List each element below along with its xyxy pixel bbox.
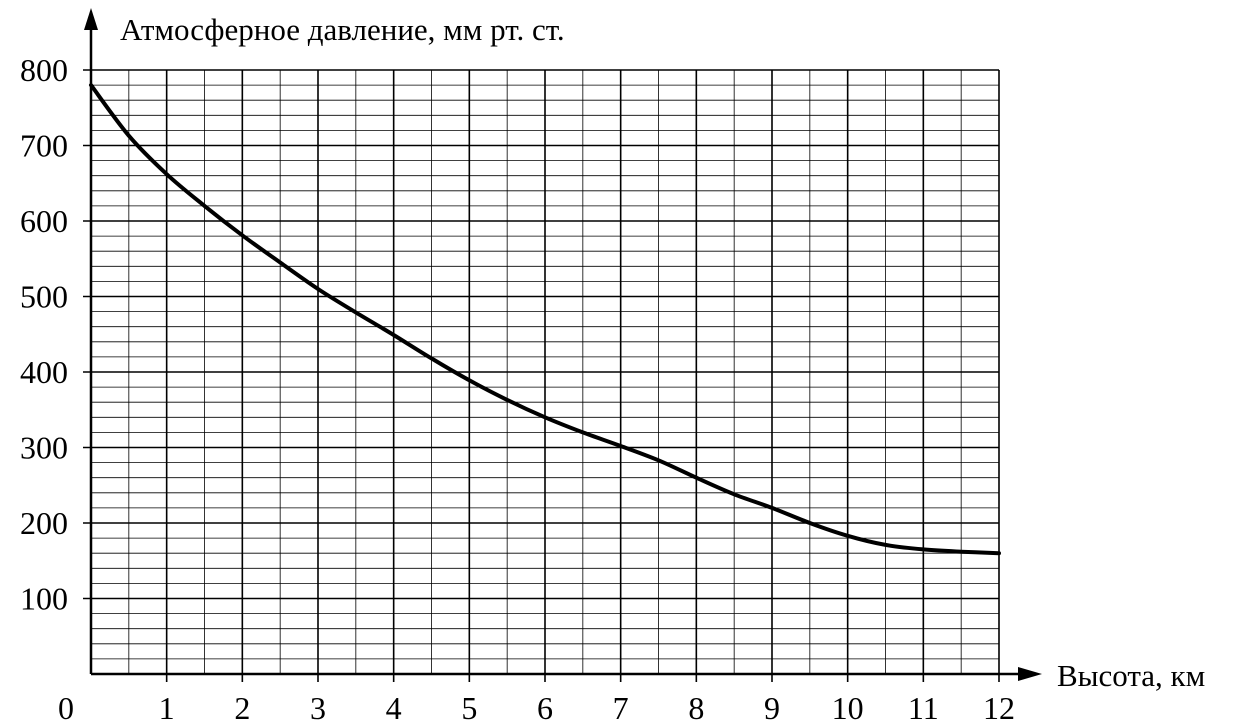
major-grid xyxy=(83,69,1000,682)
y-tick-label: 500 xyxy=(20,279,68,315)
x-tick-label: 1 xyxy=(159,690,175,726)
y-tick-label: 300 xyxy=(20,430,68,466)
x-tick-label: 6 xyxy=(537,690,553,726)
series-line xyxy=(89,83,1001,556)
x-axis-title: Высота, км xyxy=(1057,658,1205,693)
axes xyxy=(84,8,1042,681)
y-tick-label: 200 xyxy=(20,505,68,541)
x-tick-label: 5 xyxy=(461,690,477,726)
x-tick-label: 11 xyxy=(908,690,939,726)
x-tick-label: 4 xyxy=(386,690,402,726)
origin-label: 0 xyxy=(58,690,74,726)
x-tick-label: 12 xyxy=(983,690,1015,726)
x-tick-label: 8 xyxy=(688,690,704,726)
x-tick-label: 10 xyxy=(832,690,864,726)
x-tick-label: 2 xyxy=(234,690,250,726)
x-tick-labels: 1 2 3 4 5 6 7 8 9 10 11 12 xyxy=(159,690,1015,726)
y-axis-title: Атмосферное давление, мм рт. ст. xyxy=(120,12,565,47)
y-tick-label: 600 xyxy=(20,203,68,239)
x-tick-label: 9 xyxy=(764,690,780,726)
y-tick-labels: 100 200 300 400 500 600 700 800 xyxy=(20,52,68,617)
y-tick-label: 100 xyxy=(20,581,68,617)
y-axis-arrow-icon xyxy=(84,8,98,30)
x-axis-arrow-icon xyxy=(1018,667,1042,681)
y-tick-label: 700 xyxy=(20,128,68,164)
y-tick-label: 800 xyxy=(20,52,68,88)
x-tick-label: 3 xyxy=(310,690,326,726)
y-tick-label: 400 xyxy=(20,354,68,390)
x-tick-label: 7 xyxy=(613,690,629,726)
